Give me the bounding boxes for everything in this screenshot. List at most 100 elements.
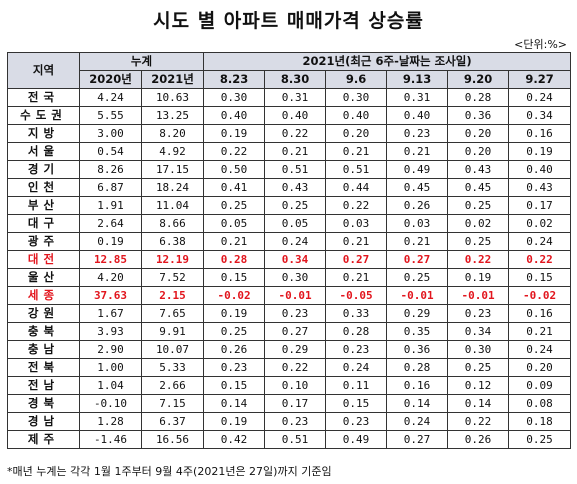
value-cell: 0.14 xyxy=(203,394,266,413)
region-cell: 경기 xyxy=(7,160,80,179)
column-header: 9.13 xyxy=(386,70,449,89)
value-cell: 0.40 xyxy=(386,106,449,125)
region-cell: 서울 xyxy=(7,142,80,161)
header-row-top: 지역 누계 2021년(최근 6주-날짜는 조사일) xyxy=(7,52,572,89)
value-cell: 0.30 xyxy=(264,268,327,287)
value-cell: 0.44 xyxy=(325,178,388,197)
value-cell: 0.19 xyxy=(203,304,266,323)
table-row: 강원 1.67 7.65 0.19 0.23 0.33 0.29 0.23 0.16 xyxy=(7,304,572,323)
value-cell: -0.01 xyxy=(447,286,510,305)
value-cell: 0.23 xyxy=(264,304,327,323)
value-cell: 0.10 xyxy=(264,376,327,395)
value-cell: -0.10 xyxy=(79,394,142,413)
price-change-table: 지역 누계 2021년(최근 6주-날짜는 조사일) 2020년 2021년 8.2… xyxy=(7,52,572,449)
value-cell: 0.40 xyxy=(203,106,266,125)
value-cell: 0.22 xyxy=(264,124,327,143)
value-cell: 4.24 xyxy=(79,88,142,107)
value-cell: 0.21 xyxy=(508,322,572,341)
value-cell: 4.20 xyxy=(79,268,142,287)
value-cell: 0.19 xyxy=(203,124,266,143)
value-cell: 0.22 xyxy=(508,250,572,269)
value-cell: 0.49 xyxy=(386,160,449,179)
value-cell: 0.14 xyxy=(447,394,510,413)
table-body: 전국 4.24 10.63 0.30 0.31 0.30 0.31 0.28 0.24 수도권 5.… xyxy=(7,88,572,449)
region-cell: 충북 xyxy=(7,322,80,341)
value-cell: 0.42 xyxy=(203,430,266,449)
value-cell: 0.11 xyxy=(325,376,388,395)
region-cell: 세종 xyxy=(7,286,80,305)
value-cell: 0.34 xyxy=(264,250,327,269)
value-cell: 0.28 xyxy=(447,88,510,107)
value-cell: 0.16 xyxy=(386,376,449,395)
value-cell: 0.22 xyxy=(447,250,510,269)
table-row: 경기 8.26 17.15 0.50 0.51 0.51 0.49 0.43 0.40 xyxy=(7,160,572,179)
value-cell: 6.37 xyxy=(140,412,205,431)
weekly-header: 2021년(최근 6주-날짜는 조사일) xyxy=(203,52,572,71)
value-cell: 1.67 xyxy=(79,304,142,323)
table-row: 전북 1.00 5.33 0.23 0.22 0.24 0.28 0.25 0.20 xyxy=(7,358,572,377)
region-cell: 전국 xyxy=(7,88,80,107)
value-cell: 0.28 xyxy=(386,358,449,377)
value-cell: 0.51 xyxy=(264,430,327,449)
value-cell: 0.21 xyxy=(325,268,388,287)
value-cell: 0.21 xyxy=(325,142,388,161)
value-cell: 0.49 xyxy=(325,430,388,449)
value-cell: 0.23 xyxy=(386,124,449,143)
value-cell: 6.38 xyxy=(140,232,205,251)
value-cell: 0.15 xyxy=(203,268,266,287)
value-cell: 0.15 xyxy=(325,394,388,413)
value-cell: 17.15 xyxy=(140,160,205,179)
value-cell: 0.20 xyxy=(325,124,388,143)
value-cell: 0.25 xyxy=(447,232,510,251)
region-cell: 전북 xyxy=(7,358,80,377)
column-header: 2020년 xyxy=(79,70,142,89)
value-cell: 0.19 xyxy=(79,232,142,251)
value-cell: 0.51 xyxy=(325,160,388,179)
value-cell: 3.93 xyxy=(79,322,142,341)
value-cell: 0.30 xyxy=(447,340,510,359)
value-cell: 0.25 xyxy=(386,268,449,287)
value-cell: 0.51 xyxy=(264,160,327,179)
region-cell: 제주 xyxy=(7,430,80,449)
cumulative-header: 누계 xyxy=(78,52,205,71)
value-cell: 0.54 xyxy=(79,142,142,161)
value-cell: 0.22 xyxy=(325,196,388,215)
value-cell: 0.25 xyxy=(203,196,266,215)
value-cell: 4.92 xyxy=(140,142,205,161)
table-row: 수도권 5.55 13.25 0.40 0.40 0.40 0.40 0.36 0.34 xyxy=(7,106,572,125)
value-cell: 2.66 xyxy=(140,376,205,395)
value-cell: 2.90 xyxy=(79,340,142,359)
value-cell: 0.36 xyxy=(447,106,510,125)
value-cell: 0.27 xyxy=(386,430,449,449)
value-cell: 0.23 xyxy=(325,340,388,359)
value-cell: 7.65 xyxy=(140,304,205,323)
value-cell: 6.87 xyxy=(79,178,142,197)
value-cell: -0.01 xyxy=(264,286,327,305)
value-cell: 0.29 xyxy=(264,340,327,359)
table-row: 제주 -1.46 16.56 0.42 0.51 0.49 0.27 0.26 0.25 xyxy=(7,430,572,449)
value-cell: 0.23 xyxy=(264,412,327,431)
value-cell: 1.04 xyxy=(79,376,142,395)
value-cell: 10.07 xyxy=(140,340,205,359)
value-cell: 0.31 xyxy=(386,88,449,107)
value-cell: 0.21 xyxy=(325,232,388,251)
value-cell: 0.19 xyxy=(447,268,510,287)
table-row: 광주 0.19 6.38 0.21 0.24 0.21 0.21 0.25 0.24 xyxy=(7,232,572,251)
value-cell: 0.23 xyxy=(203,358,266,377)
value-cell: 8.26 xyxy=(79,160,142,179)
table-row: 부산 1.91 11.04 0.25 0.25 0.22 0.26 0.25 0.17 xyxy=(7,196,572,215)
value-cell: 18.24 xyxy=(140,178,205,197)
value-cell: 0.28 xyxy=(203,250,266,269)
value-cell: 0.25 xyxy=(447,358,510,377)
column-header: 9.20 xyxy=(447,70,510,89)
value-cell: 16.56 xyxy=(140,430,205,449)
value-cell: 0.31 xyxy=(264,88,327,107)
value-cell: 0.27 xyxy=(386,250,449,269)
table-row: 지방 3.00 8.20 0.19 0.22 0.20 0.23 0.20 0.16 xyxy=(7,124,572,143)
value-cell: 10.63 xyxy=(140,88,205,107)
region-cell: 수도권 xyxy=(7,106,80,125)
value-cell: 3.00 xyxy=(79,124,142,143)
value-cell: -0.02 xyxy=(508,286,572,305)
value-cell: 1.28 xyxy=(79,412,142,431)
value-cell: 0.24 xyxy=(325,358,388,377)
